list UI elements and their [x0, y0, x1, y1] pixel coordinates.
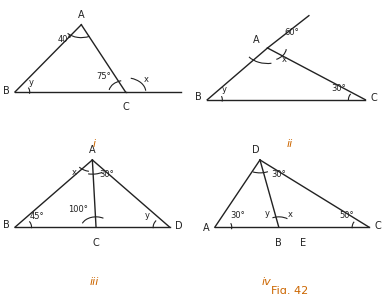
Text: E: E — [300, 238, 306, 248]
Text: A: A — [78, 9, 85, 19]
Text: A: A — [203, 223, 209, 233]
Text: C: C — [93, 238, 100, 248]
Text: 50°: 50° — [339, 211, 354, 220]
Text: ii: ii — [287, 139, 293, 149]
Text: 30°: 30° — [332, 84, 347, 93]
Text: 75°: 75° — [96, 72, 111, 81]
Text: 45°: 45° — [30, 213, 44, 221]
Text: 30°: 30° — [230, 211, 245, 220]
Text: i: i — [93, 139, 96, 149]
Text: y: y — [265, 208, 270, 218]
Text: iv: iv — [262, 277, 271, 287]
Text: iii: iii — [89, 277, 99, 287]
Text: x: x — [143, 75, 148, 83]
Text: 30°: 30° — [100, 170, 114, 179]
Text: x: x — [288, 210, 292, 219]
Text: A: A — [89, 145, 96, 155]
Text: C: C — [371, 93, 378, 103]
Text: D: D — [252, 145, 260, 155]
Text: B: B — [3, 220, 9, 230]
Text: y: y — [29, 78, 34, 88]
Text: y: y — [145, 211, 150, 220]
Text: D: D — [175, 221, 183, 231]
Text: 100°: 100° — [68, 205, 87, 214]
Text: B: B — [276, 238, 282, 248]
Text: B: B — [3, 86, 9, 96]
Text: x: x — [71, 168, 76, 178]
Text: y: y — [222, 85, 227, 94]
Text: Fig. 42: Fig. 42 — [271, 286, 309, 294]
Text: C: C — [122, 102, 129, 112]
Text: B: B — [195, 92, 201, 102]
Text: x: x — [282, 55, 287, 64]
Text: 30°: 30° — [271, 170, 286, 179]
Text: 40°: 40° — [57, 34, 72, 44]
Text: 60°: 60° — [285, 28, 299, 37]
Text: C: C — [375, 221, 381, 231]
Text: A: A — [253, 35, 260, 45]
